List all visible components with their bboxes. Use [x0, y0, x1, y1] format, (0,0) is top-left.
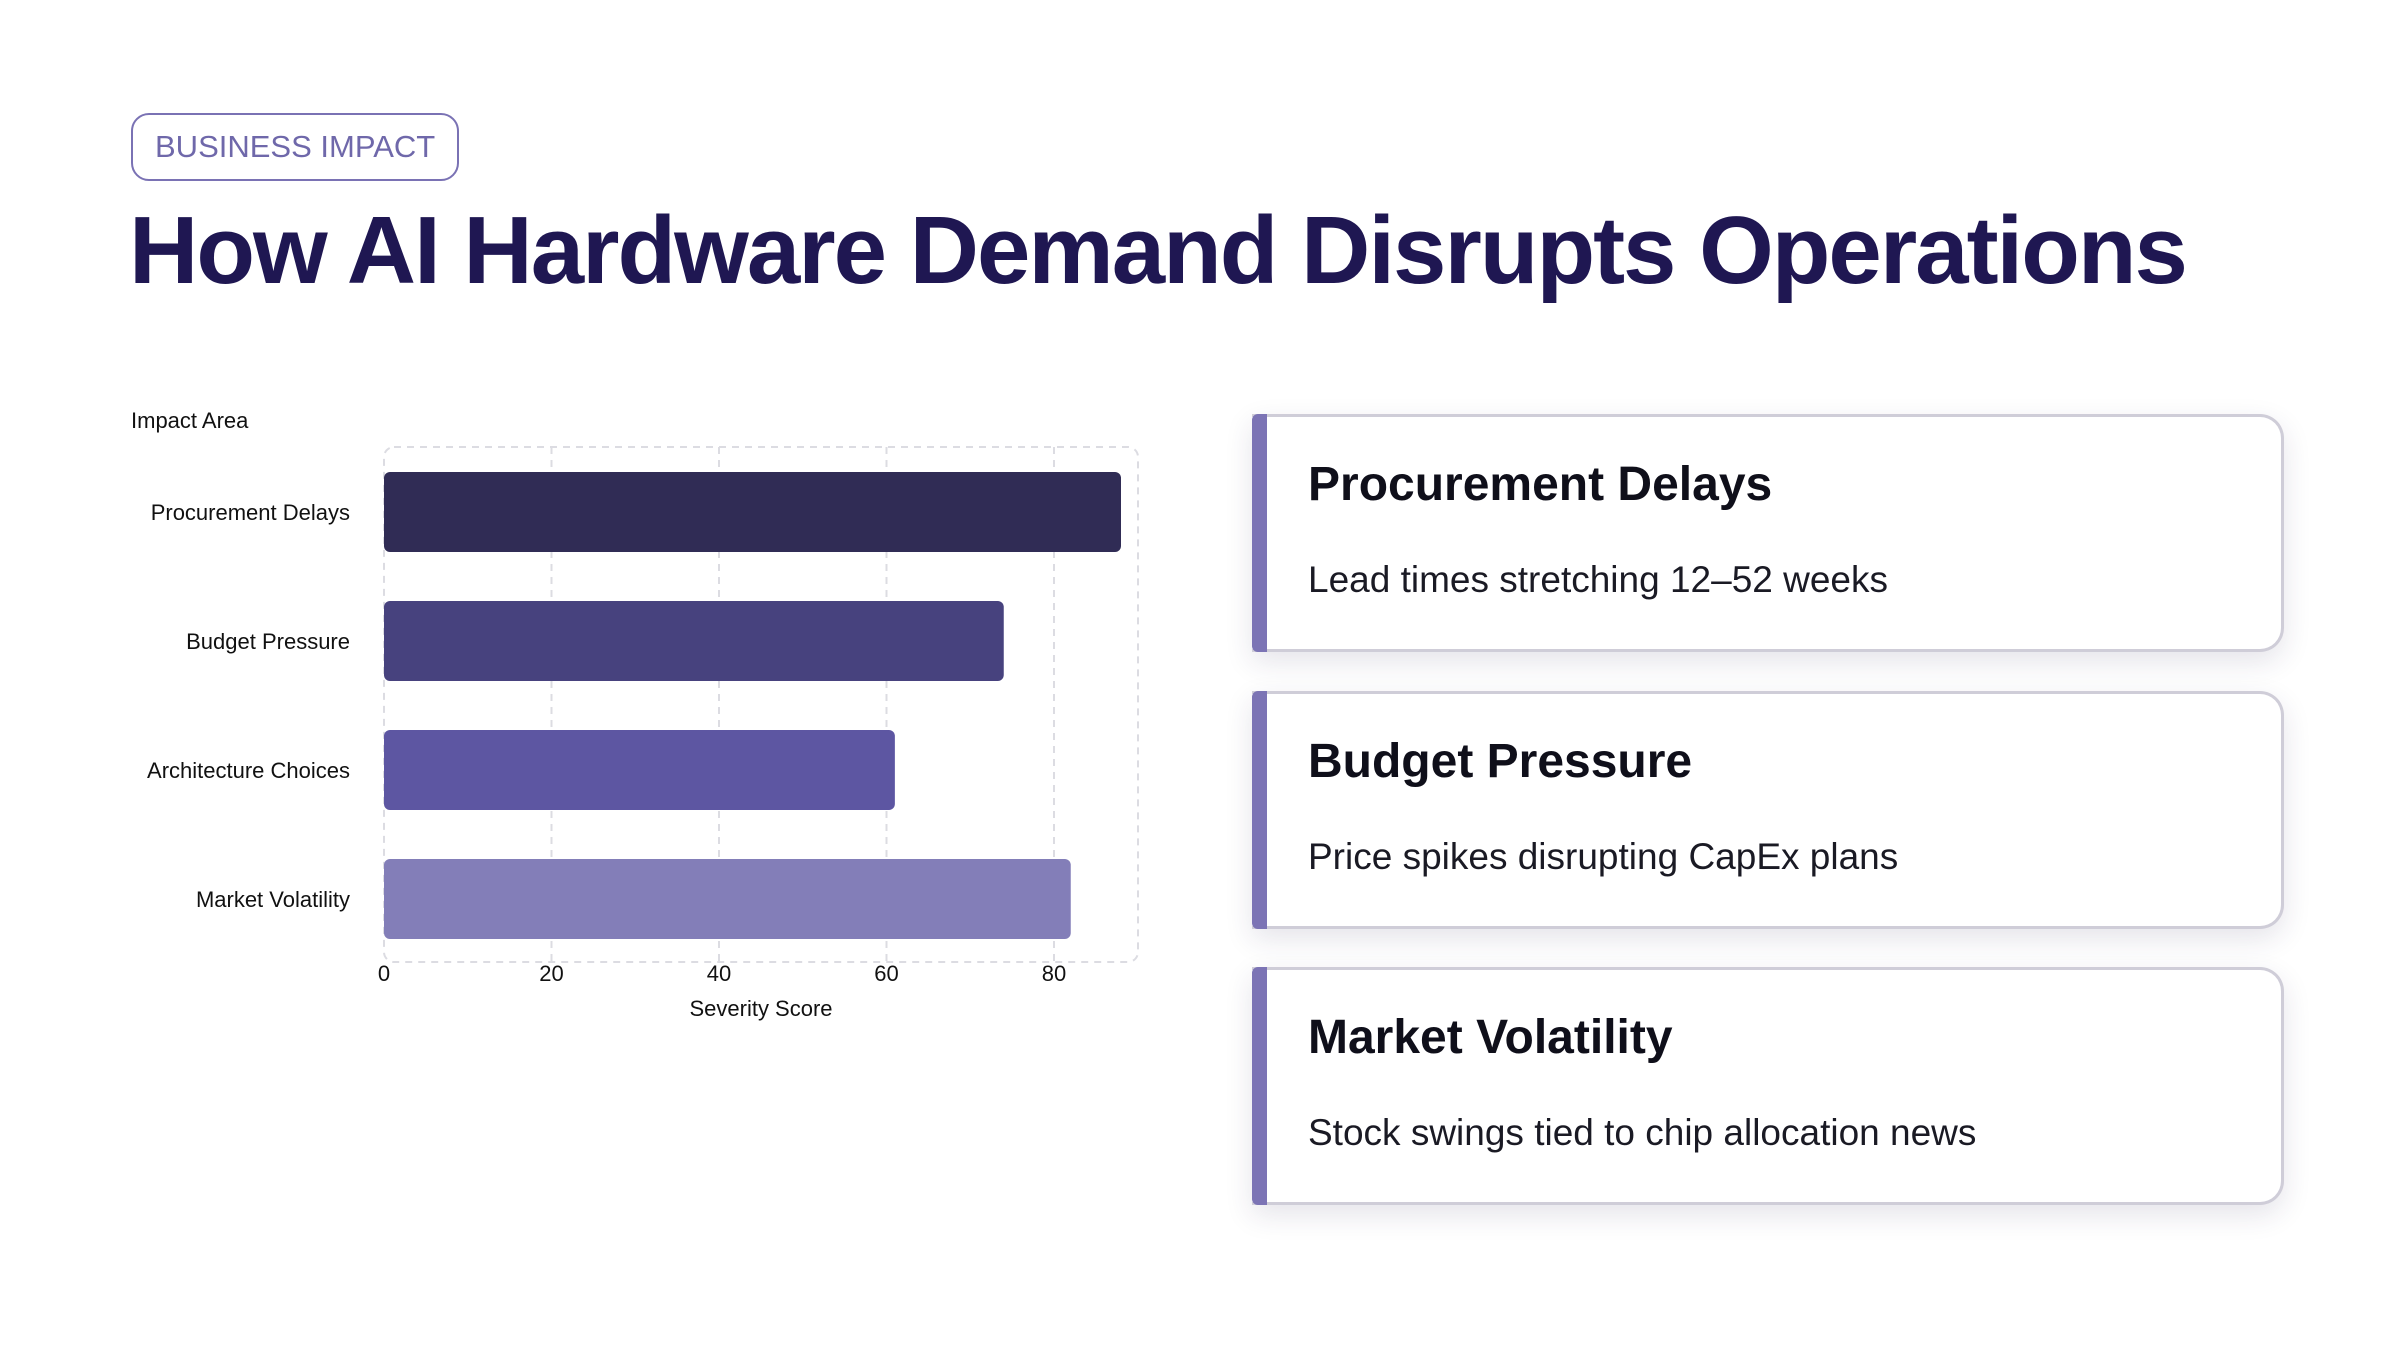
plot-frame	[383, 446, 1139, 963]
y-tick-label: Market Volatility	[196, 887, 350, 912]
x-tick-label: 80	[1042, 961, 1066, 986]
card-market-volatility: Market Volatility Stock swings tied to c…	[1252, 967, 2284, 1205]
chart-labels: 0 20 40 60 80 Procurement Delays Budget Pressu…	[147, 500, 1066, 986]
y-tick-label: Budget Pressure	[186, 629, 350, 654]
x-tick-label: 60	[874, 961, 898, 986]
severity-bar-chart: 0 20 40 60 80 Procurement Delays Budget Pressu…	[131, 408, 1139, 1021]
card-accent-bar	[1252, 967, 1267, 1205]
card-description: Lead times stretching 12–52 weeks	[1308, 559, 1889, 600]
bar-procurement-delays	[384, 472, 1121, 552]
page-title: How AI Hardware Demand Disrupts Operatio…	[129, 197, 2188, 304]
x-tick-label: 40	[707, 961, 731, 986]
card-accent-bar	[1252, 414, 1267, 652]
card-procurement-delays: Procurement Delays Lead times stretching…	[1252, 414, 2284, 652]
x-axis-title: Severity Score	[689, 996, 832, 1021]
x-tick-label: 0	[378, 961, 390, 986]
y-tick-label: Architecture Choices	[147, 758, 350, 783]
card-title: Budget Pressure	[1308, 735, 1693, 788]
x-tick-label: 20	[539, 961, 563, 986]
bar-budget-pressure	[384, 601, 1004, 681]
card-description: Price spikes disrupting CapEx plans	[1308, 836, 1899, 877]
card-title: Market Volatility	[1308, 1011, 1673, 1064]
y-tick-label: Procurement Delays	[151, 500, 350, 525]
card-accent-bar	[1252, 691, 1267, 929]
bar-architecture-choices	[384, 730, 895, 810]
card-title: Procurement Delays	[1308, 458, 1773, 511]
card-budget-pressure: Budget Pressure Price spikes disrupting …	[1252, 691, 2284, 929]
section-tag: BUSINESS IMPACT	[131, 113, 460, 181]
chart-bars	[384, 472, 1121, 939]
card-description: Stock swings tied to chip allocation new…	[1308, 1112, 1977, 1153]
bar-market-volatility	[384, 859, 1071, 939]
y-axis-title: Impact Area	[131, 408, 249, 433]
